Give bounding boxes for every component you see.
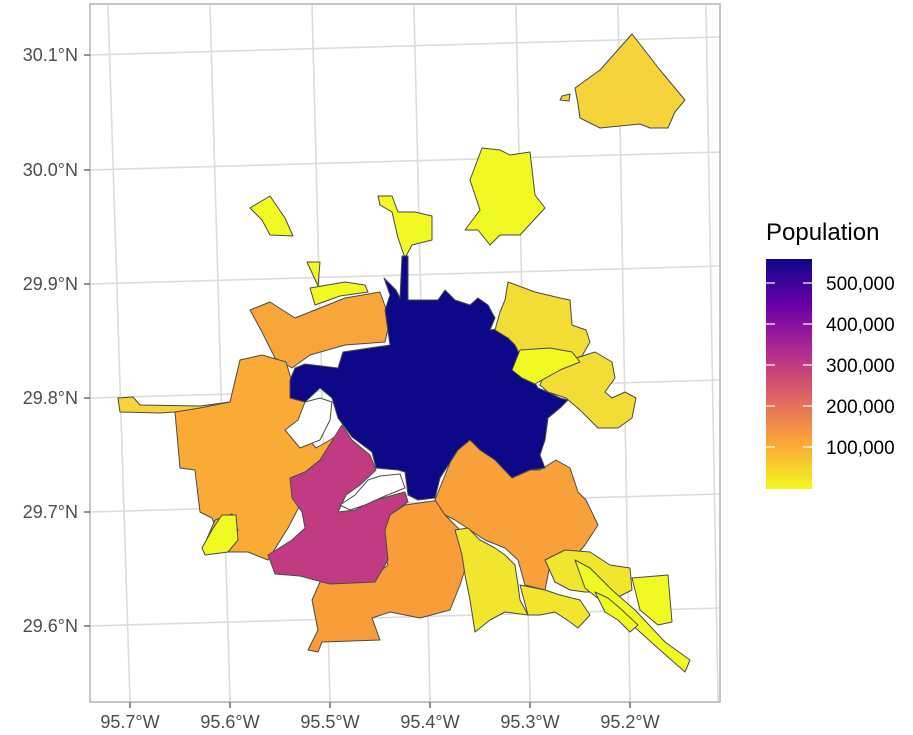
y-tick-label: 29.8°N (23, 388, 78, 408)
region-north-yellow-a (464, 147, 546, 246)
x-tick-label: 95.5°W (300, 712, 359, 732)
region-ne-yellow-b (539, 351, 637, 429)
legend-title: Population (766, 219, 879, 246)
region-ne-yellow-light (511, 347, 581, 385)
gridline-30-0 (89, 151, 721, 171)
region-north-yellow-e (309, 281, 369, 306)
legend-label: 100,000 (826, 438, 895, 459)
legend-label: 500,000 (826, 274, 895, 295)
region-se-yellow-d (574, 559, 691, 673)
legend-label: 400,000 (826, 315, 895, 336)
gridline-30-1 (89, 36, 721, 56)
gridline-95-1 (705, 4, 719, 702)
region-northwest-orange (249, 291, 391, 369)
region-far-ne-dot (559, 93, 571, 102)
y-tick-label: 29.6°N (23, 616, 78, 636)
gridline-95-6 (209, 4, 231, 702)
regions (117, 33, 691, 673)
y-tick-label: 29.7°N (23, 502, 78, 522)
region-sw-bright-yellow (201, 514, 239, 556)
x-tick-label: 95.3°W (500, 712, 559, 732)
y-tick-label: 30.1°N (23, 45, 78, 65)
region-se-yellow-b (519, 584, 591, 629)
region-se-yellow-f (631, 574, 673, 626)
y-tick-label: 29.9°N (23, 274, 78, 294)
y-axis: 30.1°N 30.0°N 29.9°N 29.8°N 29.7°N 29.6°… (23, 45, 90, 636)
region-far-ne-yellow (574, 33, 686, 129)
gap-south (339, 473, 406, 511)
plot-border (89, 3, 721, 703)
region-se-yellow-e (594, 591, 639, 633)
region-north-yellow-d (306, 261, 321, 287)
region-central (289, 255, 569, 501)
region-north-yellow-c (249, 195, 294, 237)
legend-label: 300,000 (826, 356, 895, 377)
legend-label: 200,000 (826, 397, 895, 418)
x-tick-label: 95.4°W (400, 712, 459, 732)
region-north-yellow-b (377, 195, 433, 259)
legend: Population 500,000 400,000 300,000 200,0… (766, 219, 895, 489)
x-tick-label: 95.2°W (600, 712, 659, 732)
gridline-95-7 (107, 4, 131, 702)
legend-ticks (766, 282, 812, 448)
y-tick-label: 30.0°N (23, 160, 78, 180)
x-axis: 95.7°W 95.6°W 95.5°W 95.4°W 95.3°W 95.2°… (100, 702, 660, 732)
legend-colorbar (766, 259, 812, 489)
x-tick-label: 95.7°W (100, 712, 159, 732)
region-southwest-magenta (267, 424, 409, 585)
gaps (284, 397, 406, 511)
region-se-yellow-a (454, 527, 529, 633)
x-tick-label: 95.6°W (200, 712, 259, 732)
gap-west (284, 397, 333, 449)
